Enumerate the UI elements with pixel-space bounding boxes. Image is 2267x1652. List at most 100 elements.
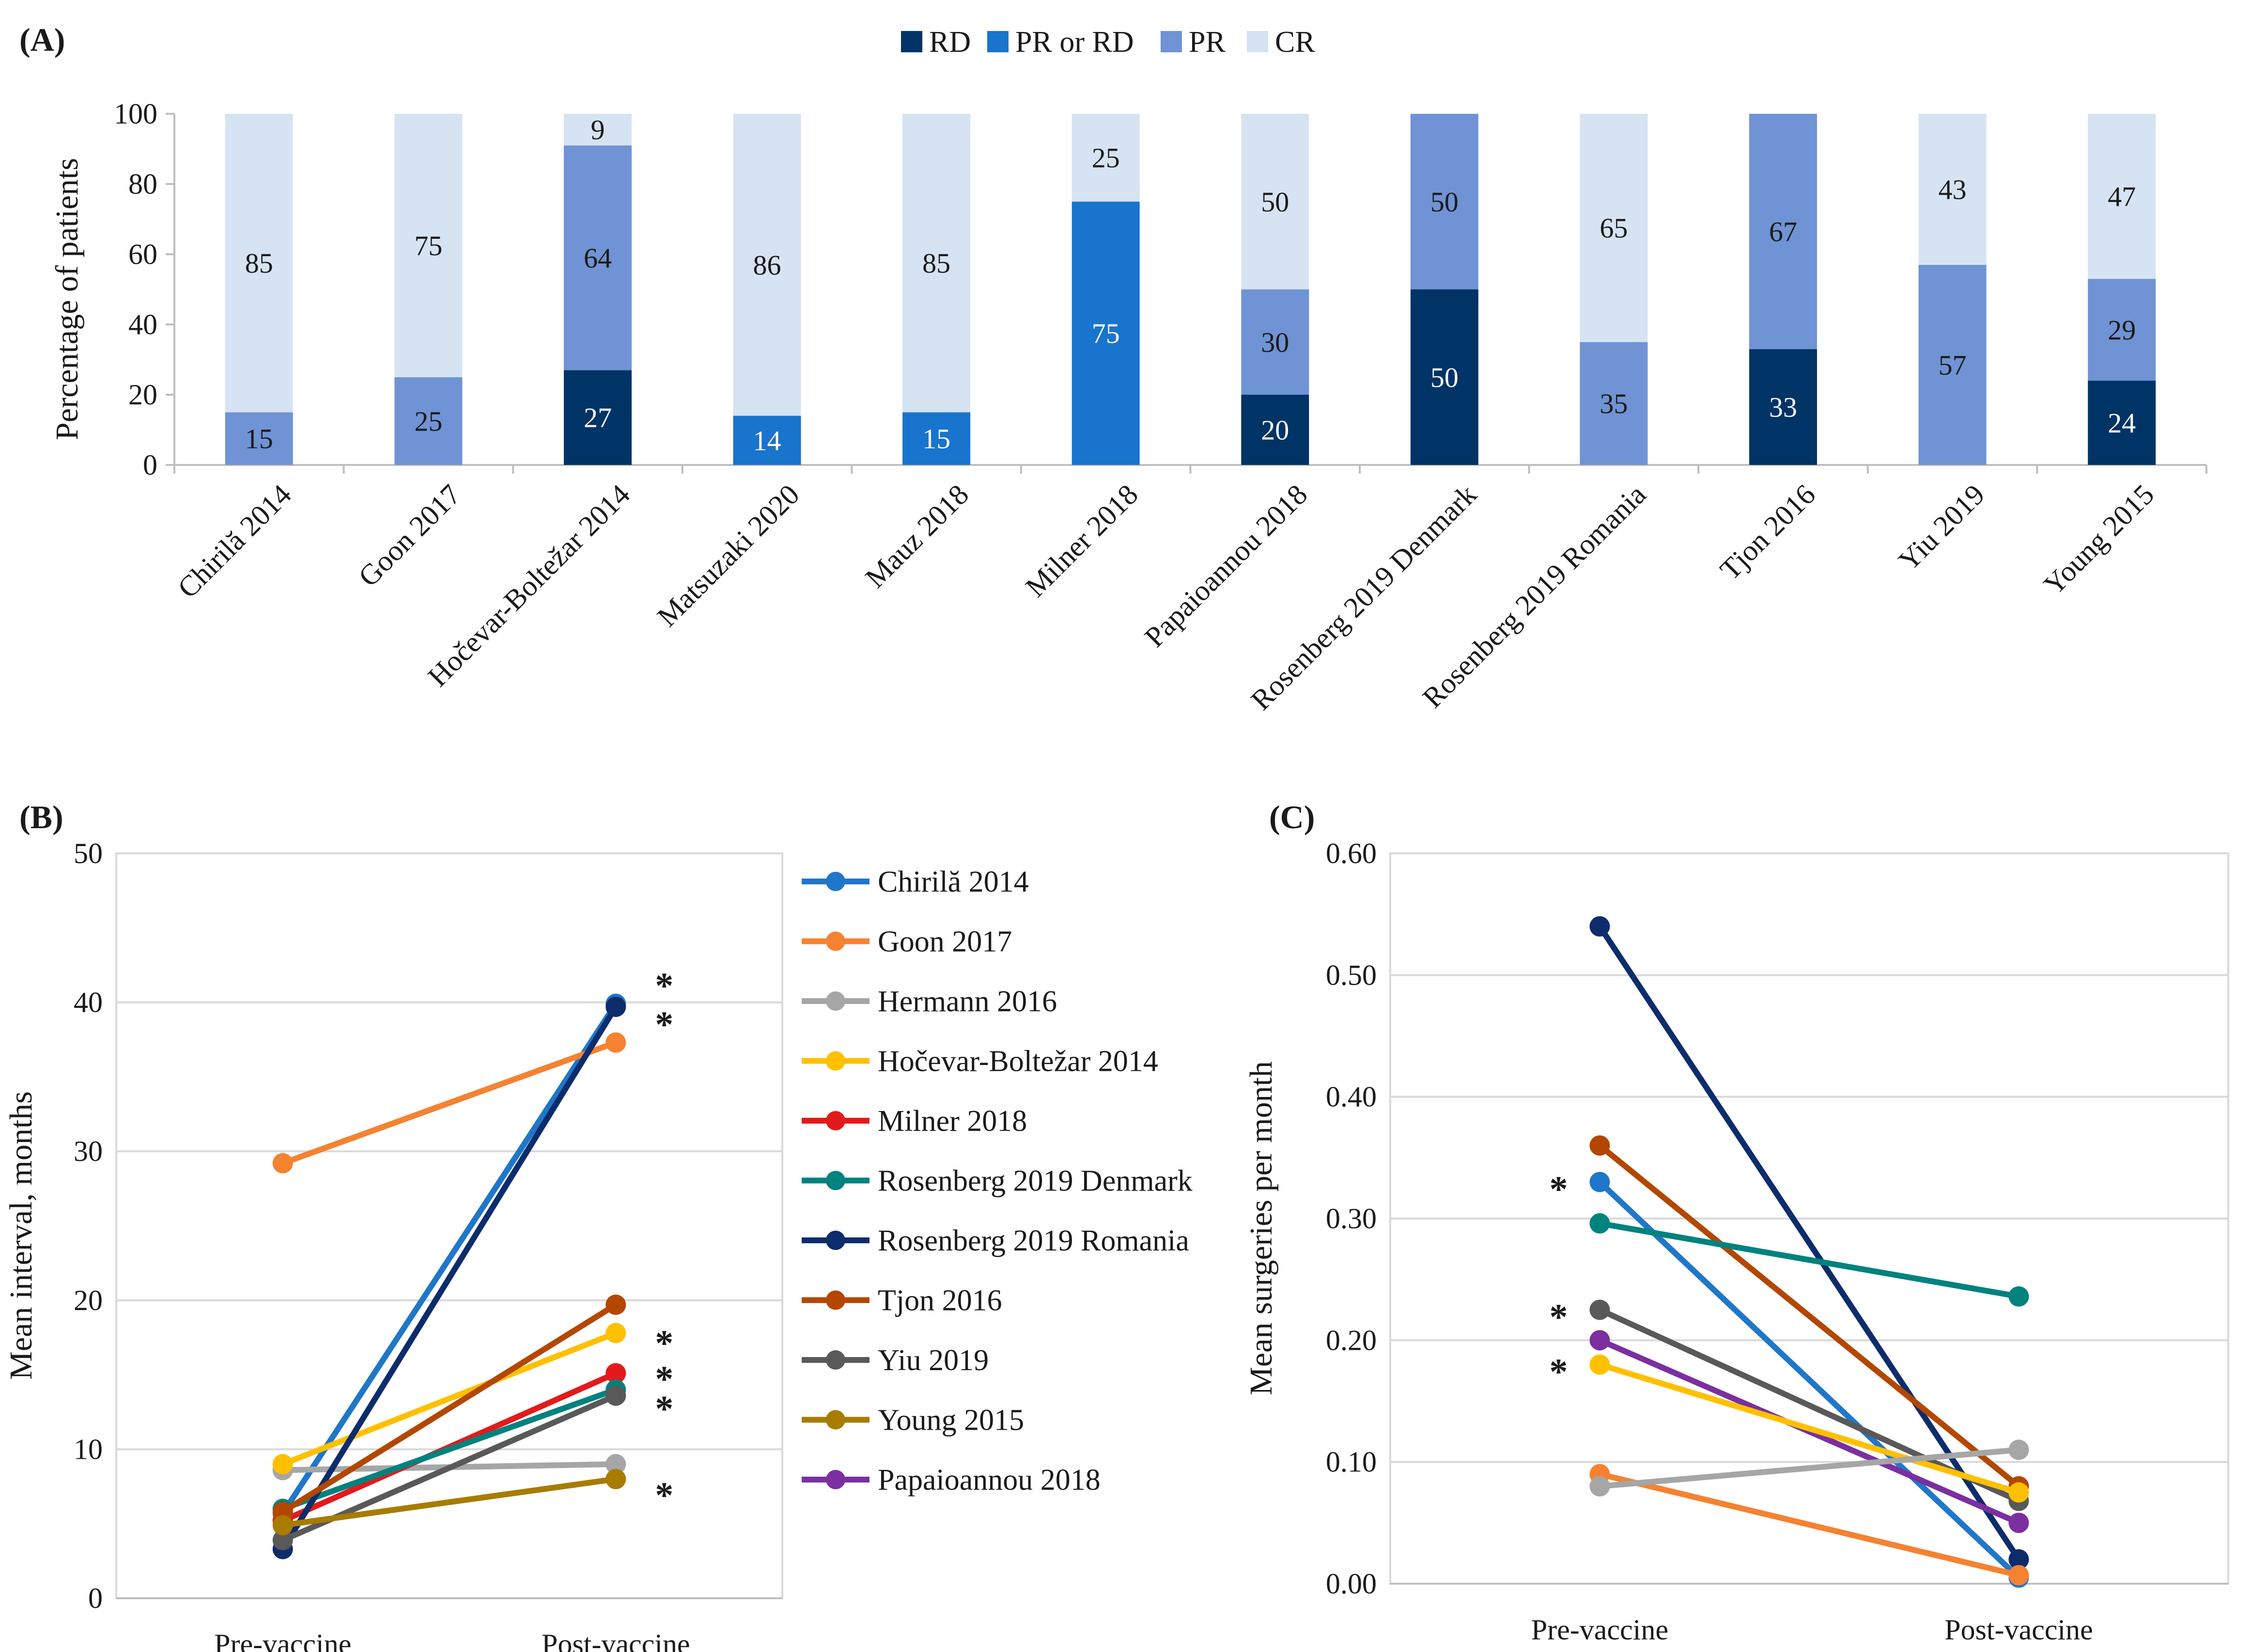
bar-pr-young-2015 xyxy=(2088,278,2156,381)
bar-data-label: 27 xyxy=(584,402,612,433)
data-point-hocevar-boltezar-2014 xyxy=(272,1454,293,1475)
series-goon-2017 xyxy=(272,1032,626,1173)
legend-marker-hermann-2016 xyxy=(826,991,845,1011)
bar-data-label: 15 xyxy=(245,423,273,455)
data-point-young-2015 xyxy=(606,1468,626,1489)
y-tick-label-b: 50 xyxy=(74,837,103,869)
series-line-hocevar-boltezar-2014 xyxy=(279,1330,619,1467)
data-point-chirila-2014 xyxy=(1589,1172,1610,1192)
x-category-label-c: Pre-vaccine xyxy=(1531,1614,1668,1646)
significance-marker: * xyxy=(655,1389,673,1429)
bar-rd-tjon-2016 xyxy=(1749,349,1817,465)
bar-data-label: 64 xyxy=(584,242,612,274)
x-category-label-a: Papaioannou 2018 xyxy=(1138,479,1313,653)
y-tick-label-a: 40 xyxy=(128,309,157,340)
bar-data-label: 85 xyxy=(245,247,273,279)
data-point-young-2015 xyxy=(272,1515,293,1536)
bar-pr-or-rd-matsuzaki-2020 xyxy=(733,416,801,465)
bar-data-label: 35 xyxy=(1599,388,1628,419)
significance-marker: * xyxy=(655,965,673,1006)
bar-cr-matsuzaki-2020 xyxy=(733,114,801,416)
data-point-hermann-2016 xyxy=(1589,1476,1610,1497)
legend-label-tjon-2016: Tjon 2016 xyxy=(878,1284,1002,1317)
x-category-label-b: Pre-vaccine xyxy=(214,1628,351,1652)
legend-label-hocevar-boltezar-2014: Hočevar-Boltežar 2014 xyxy=(878,1045,1158,1078)
bar-pr-or-rd-milner-2018 xyxy=(1071,201,1140,465)
data-point-hermann-2016 xyxy=(2008,1439,2029,1460)
legend-label-chirila-2014: Chirilă 2014 xyxy=(878,865,1029,898)
bar-data-label: 30 xyxy=(1261,326,1289,358)
bar-data-label: 24 xyxy=(2108,407,2136,439)
line-chart-c: 0.00 0.10 0.20 0.30 0.40 0.50 0.60 Mean surgeri… xyxy=(1243,837,2229,1646)
series-rosenberg-2019-romania xyxy=(272,996,626,1559)
bar-pr-chirila-2014 xyxy=(225,412,293,465)
legend-swatch-rd xyxy=(901,31,922,52)
y-tick-label-c: 0.50 xyxy=(1326,959,1377,991)
panel-label-b: (B) xyxy=(19,799,63,835)
bar-cr-hocevar-boltezar-2014 xyxy=(563,114,632,146)
bar-data-label: 25 xyxy=(1092,142,1120,174)
bar-cr-mauz-2018 xyxy=(902,114,971,413)
series-line-rosenberg-2019-denmark xyxy=(279,1387,619,1512)
legend-marker-goon-2017 xyxy=(826,931,845,951)
plot-frame-b xyxy=(115,852,783,1599)
legend-marker-yiu-2019 xyxy=(826,1350,845,1370)
data-point-rosenberg-2019-romania xyxy=(1589,916,1610,937)
x-category-label-a: Yiu 2019 xyxy=(1892,479,1990,577)
data-point-rosenberg-2019-romania xyxy=(606,996,626,1017)
series-tjon-2016 xyxy=(1589,1135,2029,1497)
series-young-2015 xyxy=(272,1468,626,1536)
bar-data-label: 65 xyxy=(1599,213,1628,244)
y-axis-title-b: Mean interval, months xyxy=(3,1091,39,1380)
legend-label-goon-2017: Goon 2017 xyxy=(878,926,1012,958)
data-point-goon-2017 xyxy=(272,1153,293,1173)
bar-data-label: 14 xyxy=(753,425,781,456)
series-rosenberg-2019-denmark xyxy=(1589,1213,2029,1307)
series-line-rosenberg-2019-denmark xyxy=(1597,1220,2022,1299)
data-point-yiu-2019 xyxy=(606,1385,626,1406)
legend-label-rd: RD xyxy=(929,26,971,59)
bar-pr-rosenberg-2019-romania xyxy=(1580,342,1648,465)
series-line-tjon-2016 xyxy=(279,1302,619,1515)
data-point-rosenberg-2019-denmark xyxy=(1589,1213,1610,1234)
y-tick-label-c: 0.00 xyxy=(1326,1568,1377,1600)
bar-data-label: 67 xyxy=(1769,216,1797,247)
bar-data-label: 50 xyxy=(1430,362,1459,393)
data-point-milner-2018 xyxy=(606,1363,626,1384)
y-tick-label-c: 0.30 xyxy=(1326,1203,1377,1235)
bar-data-label: 43 xyxy=(1939,174,1967,205)
y-tick-label-c: 0.40 xyxy=(1326,1081,1377,1113)
bar-pr-goon-2017 xyxy=(394,377,463,465)
series-papaioannou-2018 xyxy=(1589,1330,2029,1533)
bar-data-label: 33 xyxy=(1769,391,1797,423)
data-point-hocevar-boltezar-2014 xyxy=(1589,1354,1610,1375)
legend-label-rosenberg-2019-denmark: Rosenberg 2019 Denmark xyxy=(878,1165,1193,1198)
x-category-label-a: Chirilă 2014 xyxy=(171,479,297,604)
legend-label-pr: PR xyxy=(1189,26,1226,59)
bar-data-label: 75 xyxy=(414,230,442,262)
legend-marker-chirila-2014 xyxy=(826,872,845,891)
bar-cr-milner-2018 xyxy=(1071,114,1140,202)
series-line-hermann-2016 xyxy=(1597,1447,2022,1489)
y-axis-title-c: Mean surgeries per month xyxy=(1243,1061,1279,1395)
bar-data-label: 50 xyxy=(1261,186,1289,217)
legend-marker-hocevar-boltezar-2014 xyxy=(826,1051,845,1071)
data-point-goon-2017 xyxy=(606,1032,626,1053)
bar-rd-young-2015 xyxy=(2088,381,2156,465)
legend-marker-young-2015 xyxy=(826,1410,845,1430)
legend-swatch-pr xyxy=(1161,31,1182,52)
series-rosenberg-2019-romania xyxy=(1589,916,2029,1570)
y-tick-label-c: 0.10 xyxy=(1326,1446,1377,1478)
y-tick-label-a: 60 xyxy=(128,238,157,270)
y-tick-label-a: 100 xyxy=(114,98,157,130)
legend-marker-tjon-2016 xyxy=(826,1290,845,1310)
legend-swatch-pr-or-rd xyxy=(987,31,1009,52)
x-category-label-a: Mauz 2018 xyxy=(859,479,975,594)
significance-marker: * xyxy=(655,1323,673,1364)
legend-label-milner-2018: Milner 2018 xyxy=(878,1105,1027,1138)
bar-pr-tjon-2016 xyxy=(1749,114,1817,349)
bar-rd-rosenberg-2019-denmark xyxy=(1410,289,1478,465)
bar-pr-rosenberg-2019-denmark xyxy=(1410,114,1478,290)
legend-marker-rosenberg-2019-denmark xyxy=(826,1171,845,1190)
y-tick-label-c: 0.60 xyxy=(1326,837,1377,869)
